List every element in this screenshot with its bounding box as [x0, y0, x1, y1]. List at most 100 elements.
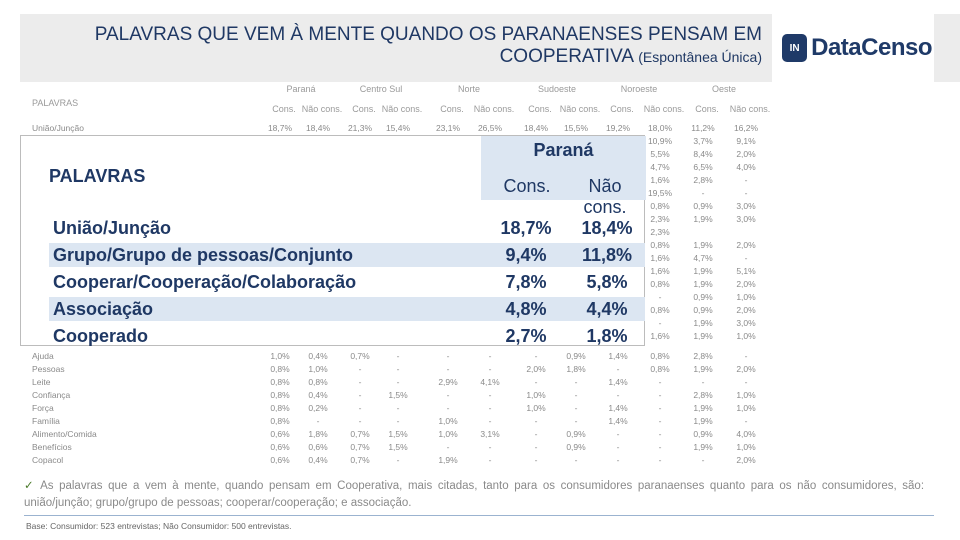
region-header: Sudoeste — [537, 84, 577, 94]
row-value: 1,5% — [388, 442, 408, 452]
table-row: 1,6% 1,9% 1,0% — [20, 330, 940, 343]
title-line-1: PALAVRAS QUE VEM À MENTE QUANDO OS PARAN… — [94, 24, 762, 45]
row-value: 23,1% — [435, 123, 461, 133]
row-value: 0,8% — [308, 377, 328, 387]
highlight-panel: PALAVRAS Paraná Cons. Não cons. União/Ju… — [20, 135, 646, 346]
table-row: Confiança 0,8% 0,4% - 1,5% - - 1,0% - - - 2,8% 1,0% — [20, 389, 940, 402]
row-value: 1,0% — [736, 331, 756, 341]
title-line-2: COOPERATIVA (Espontânea Única) — [95, 46, 762, 68]
row-value: - — [446, 390, 450, 400]
row-value: - — [616, 390, 620, 400]
highlight-row: Cooperar/Cooperação/Colaboração 7,8% 5,8% — [49, 270, 645, 294]
row-value: 19,2% — [605, 123, 631, 133]
row-value: 15,4% — [385, 123, 411, 133]
row-value: 0,4% — [308, 455, 328, 465]
row-word: Confiança — [32, 390, 71, 400]
row-value: 1,8% — [566, 364, 586, 374]
row-value: - — [574, 390, 578, 400]
table-row: 1,6% 4,7% - — [20, 252, 940, 265]
row-value: 2,8% — [693, 175, 713, 185]
highlight-region: Paraná — [533, 140, 594, 160]
highlight-row-cons: 18,7% — [500, 218, 552, 238]
row-value: 0,4% — [308, 390, 328, 400]
row-value: 0,2% — [308, 403, 328, 413]
row-value: 18,0% — [647, 123, 673, 133]
row-value: - — [616, 429, 620, 439]
row-value: 1,0% — [526, 390, 546, 400]
row-value: - — [358, 416, 362, 426]
row-value: 11,2% — [691, 123, 715, 133]
row-value: 1,9% — [693, 403, 713, 413]
row-value: 1,6% — [650, 175, 670, 185]
row-value: - — [534, 416, 538, 426]
row-value: 1,5% — [388, 390, 408, 400]
row-value: - — [744, 175, 748, 185]
highlight-row-cons: 4,8% — [505, 299, 547, 319]
row-value: 0,7% — [350, 442, 370, 452]
row-value: - — [744, 253, 748, 263]
row-value: 4,7% — [650, 162, 670, 172]
sub-header-nao-cons: Não cons. — [473, 104, 515, 114]
row-value: - — [534, 351, 538, 361]
row-value: 1,0% — [526, 403, 546, 413]
row-value: - — [534, 377, 538, 387]
row-word: Alimento/Comida — [32, 429, 97, 439]
row-value: - — [446, 403, 450, 413]
row-value: 5,1% — [736, 266, 756, 276]
row-value: 2,0% — [526, 364, 546, 374]
row-value: 10,9% — [647, 136, 673, 146]
row-value: 19,5% — [647, 188, 673, 198]
row-value: - — [534, 429, 538, 439]
row-value: 0,8% — [650, 351, 670, 361]
row-value: - — [316, 416, 320, 426]
row-value: - — [358, 403, 362, 413]
row-value: 0,9% — [693, 201, 713, 211]
row-value: 1,6% — [650, 266, 670, 276]
row-value: 1,6% — [650, 253, 670, 263]
row-value: 1,9% — [693, 266, 713, 276]
row-value: 3,0% — [736, 318, 756, 328]
row-value: 2,8% — [693, 390, 713, 400]
row-value: - — [358, 377, 362, 387]
row-value: - — [744, 377, 748, 387]
highlight-row-label: Grupo/Grupo de pessoas/Conjunto — [53, 245, 354, 265]
row-value: - — [488, 364, 492, 374]
row-value: - — [744, 416, 748, 426]
title-bar: PALAVRAS QUE VEM À MENTE QUANDO OS PARAN… — [20, 14, 772, 82]
row-value: 5,5% — [650, 149, 670, 159]
table-row: Copacol 0,6% 0,4% 0,7% - 1,9% - - - - - - 2,0% — [20, 454, 940, 467]
region-header: Oeste — [711, 84, 736, 94]
row-value: - — [396, 455, 400, 465]
table-row: Pessoas 0,8% 1,0% - - - - 2,0% 1,8% - 0,8% 1,9% 2,0% — [20, 363, 940, 376]
table-row: 0,8% 1,9% 2,0% — [20, 278, 940, 291]
row-value: 0,9% — [566, 351, 586, 361]
row-value: 2,0% — [736, 455, 756, 465]
row-value: - — [658, 292, 662, 302]
region-header: Norte — [457, 84, 480, 94]
row-word: Leite — [32, 377, 51, 387]
row-value: - — [701, 377, 705, 387]
row-value: - — [488, 351, 492, 361]
highlight-row-nao-cons: 1,8% — [586, 326, 628, 346]
row-value: - — [396, 416, 400, 426]
row-value: - — [574, 403, 578, 413]
highlight-row: Associação 4,8% 4,4% — [49, 297, 645, 321]
region-header: Centro Sul — [359, 84, 403, 94]
row-value: 2,9% — [438, 377, 458, 387]
decorative-stripe — [934, 14, 960, 82]
highlight-col-nao-cons: Não cons. — [583, 176, 627, 217]
row-value: - — [488, 403, 492, 413]
row-value: 1,0% — [736, 292, 756, 302]
row-value: 0,7% — [350, 351, 370, 361]
row-value: 18,4% — [523, 123, 549, 133]
row-value: 1,6% — [650, 331, 670, 341]
row-value: 16,2% — [733, 123, 759, 133]
row-value: - — [358, 390, 362, 400]
row-value: 4,7% — [693, 253, 713, 263]
row-value: 0,6% — [270, 455, 290, 465]
row-value: 1,0% — [736, 390, 756, 400]
row-value: 1,9% — [693, 364, 713, 374]
table-row: 0,8% 0,9% 3,0% — [20, 200, 940, 213]
table-row: 5,5% 8,4% 2,0% — [20, 148, 940, 161]
highlight-row-label: Associação — [53, 299, 154, 319]
